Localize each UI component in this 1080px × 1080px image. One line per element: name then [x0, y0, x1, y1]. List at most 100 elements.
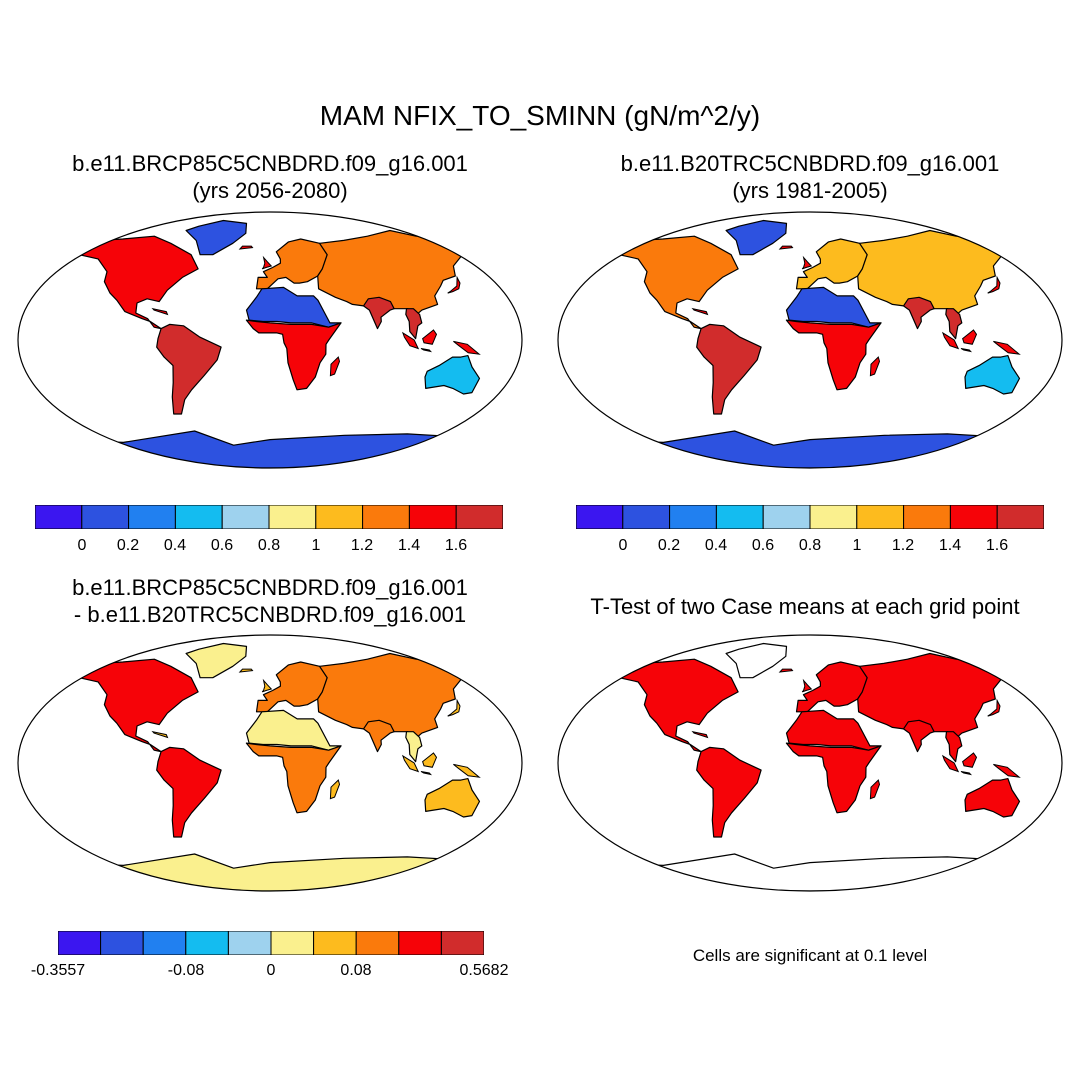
colorbar-swatch — [440, 930, 485, 956]
map-island — [401, 754, 420, 773]
colorbar-swatch — [455, 504, 504, 530]
colorbar-swatch — [715, 504, 764, 530]
map-region-south-america — [696, 323, 762, 415]
map-island — [691, 307, 709, 316]
colorbar-swatch — [856, 504, 905, 530]
colorbar-swatch — [762, 504, 811, 530]
colorbar-swatch — [903, 504, 951, 530]
map-island — [422, 329, 438, 345]
colorbar-case1 — [34, 504, 504, 530]
cb-case2-tick: 0.2 — [657, 537, 681, 554]
cb-case2-tick: 1.6 — [985, 537, 1009, 554]
map-island — [691, 730, 709, 739]
cb-difference-tick: -0.3557 — [30, 962, 86, 979]
map-region-se-asia — [405, 731, 423, 763]
cb-case1-tick: 0.2 — [116, 537, 140, 554]
map-island — [801, 678, 813, 693]
panel-case2-title-line1: b.e11.B20TRC5CNBDRD.f09_g16.001 — [620, 151, 1000, 176]
map-region-africa-south — [245, 742, 342, 814]
map-ttest — [557, 634, 1063, 892]
colorbar-swatch — [669, 504, 717, 530]
colorbar-difference — [57, 930, 485, 956]
panel-difference-title: b.e11.BRCP85C5CNBDRD.f09_g16.001 - b.e11… — [20, 574, 520, 628]
cb-case2-tick: 1.2 — [891, 537, 915, 554]
colorbar-swatch — [142, 930, 187, 956]
map-region-africa-north — [785, 286, 882, 328]
colorbar-swatch — [100, 930, 144, 956]
map-case2 — [557, 211, 1063, 469]
cb-case1-tick: 0.6 — [210, 537, 234, 554]
cb-case2-tick: 0 — [618, 537, 628, 554]
cb-case1-tick: 1.4 — [397, 537, 421, 554]
map-region-greenland — [725, 219, 788, 256]
map-region-india — [902, 719, 935, 753]
colorbar-swatch — [221, 504, 270, 530]
colorbar-swatch — [996, 504, 1045, 530]
map-region-australia — [424, 355, 481, 395]
map-outline — [17, 634, 523, 892]
colorbar-case2 — [575, 504, 1045, 530]
map-island — [941, 754, 960, 773]
panel-difference-title-line1: b.e11.BRCP85C5CNBDRD.f09_g16.001 — [72, 575, 468, 600]
map-island — [869, 356, 881, 377]
colorbar-swatch — [34, 504, 83, 530]
map-island — [987, 275, 1001, 294]
colorbar-swatch — [355, 930, 400, 956]
map-region-africa-south — [785, 742, 882, 814]
colorbar-swatch — [949, 504, 998, 530]
panel-case1-title: b.e11.BRCP85C5CNBDRD.f09_g16.001 (yrs 20… — [20, 150, 520, 204]
map-island — [801, 255, 813, 270]
cb-case1-tick: 0 — [77, 537, 87, 554]
cb-case1-tick: 0.4 — [163, 537, 187, 554]
cb-difference-tick: 0.08 — [340, 962, 372, 979]
map-island — [778, 245, 794, 250]
map-region-se-asia — [945, 308, 963, 340]
panel-ttest-title: T-Test of two Case means at each grid po… — [590, 594, 1020, 619]
map-region-south-america — [156, 746, 222, 838]
panel-case1-title-line1: b.e11.BRCP85C5CNBDRD.f09_g16.001 — [72, 151, 468, 176]
map-region-africa-north — [245, 709, 342, 751]
map-island — [447, 698, 461, 717]
map-region-australia — [424, 778, 481, 818]
colorbar-swatch — [315, 504, 364, 530]
colorbar-swatch — [575, 504, 624, 530]
cb-case2-tick: 1.4 — [938, 537, 962, 554]
map-region-greenland — [725, 642, 788, 679]
map-region-africa-south — [785, 319, 882, 391]
map-difference — [17, 634, 523, 892]
panel-case2-title-line2: (yrs 1981-2005) — [732, 178, 888, 203]
map-island — [869, 779, 881, 800]
map-region-africa-south — [245, 319, 342, 391]
colorbar-swatch — [622, 504, 671, 530]
colorbar-swatch — [81, 504, 130, 530]
cb-case1-tick: 1.2 — [350, 537, 374, 554]
map-case1 — [17, 211, 523, 469]
map-island — [401, 331, 420, 350]
colorbar-swatch — [362, 504, 410, 530]
map-region-north-america — [599, 235, 739, 330]
map-island — [238, 245, 254, 250]
map-region-se-asia — [945, 731, 963, 763]
map-outline — [557, 634, 1063, 892]
figure-title: MAM NFIX_TO_SMINN (gN/m^2/y) — [319, 100, 761, 131]
map-region-africa-north — [785, 709, 882, 751]
map-outline — [17, 211, 523, 469]
map-island — [962, 752, 978, 768]
map-island — [151, 307, 169, 316]
map-island — [422, 752, 438, 768]
map-region-greenland — [185, 642, 248, 679]
map-island — [420, 771, 433, 776]
map-island — [329, 356, 341, 377]
map-region-north-america — [599, 658, 739, 753]
cb-case2-tick: 0.8 — [798, 537, 822, 554]
map-region-australia — [964, 355, 1021, 395]
colorbar-swatch — [398, 930, 442, 956]
map-region-south-america — [156, 323, 222, 415]
colorbar-swatch — [268, 504, 317, 530]
colorbar-swatch — [57, 930, 102, 956]
map-island — [941, 331, 960, 350]
colorbar-swatch — [408, 504, 457, 530]
map-island — [993, 763, 1021, 778]
map-island — [960, 771, 973, 776]
colorbar-swatch — [809, 504, 858, 530]
